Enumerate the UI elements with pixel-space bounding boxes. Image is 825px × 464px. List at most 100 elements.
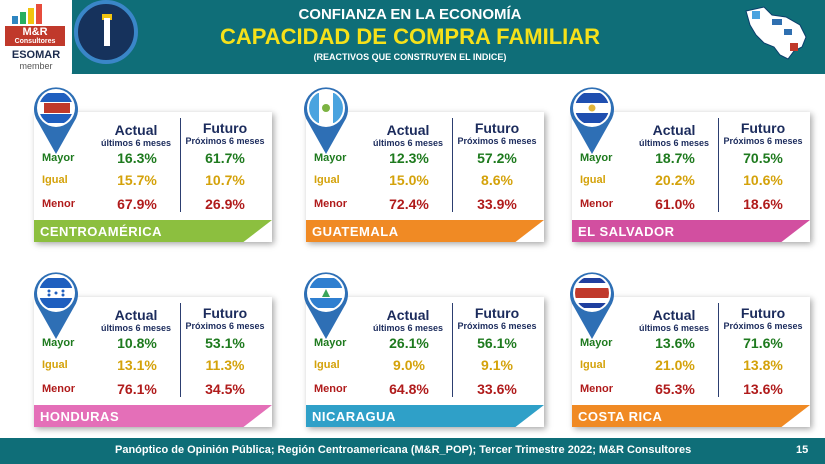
country-name: GUATEMALA bbox=[312, 224, 399, 239]
actual-header: Actual últimos 6 meses bbox=[96, 307, 176, 333]
actual-header: Actual últimos 6 meses bbox=[368, 122, 448, 148]
row-label-menor: Menor bbox=[580, 198, 613, 210]
actual-value-menor: 72.4% bbox=[389, 196, 429, 212]
country-banner bbox=[34, 220, 272, 242]
logo-badge: M&R Consultores bbox=[5, 26, 65, 46]
futuro-value-menor: 18.6% bbox=[743, 196, 783, 212]
row-label-menor: Menor bbox=[314, 383, 347, 395]
footer-bar: Panóptico de Opinión Pública; Región Cen… bbox=[0, 438, 825, 464]
futuro-value-menor: 26.9% bbox=[205, 196, 245, 212]
futuro-sublabel: Próximos 6 meses bbox=[723, 321, 803, 331]
actual-value-menor: 65.3% bbox=[655, 381, 695, 397]
actual-value-menor: 64.8% bbox=[389, 381, 429, 397]
country-name: CENTROAMÉRICA bbox=[40, 224, 163, 239]
row-label-menor: Menor bbox=[42, 383, 75, 395]
footer-source: Panóptico de Opinión Pública; Región Cen… bbox=[115, 444, 692, 456]
futuro-value-mayor: 71.6% bbox=[743, 335, 783, 351]
esomar-member-label: member bbox=[19, 61, 53, 71]
column-divider bbox=[718, 118, 719, 212]
actual-sublabel: últimos 6 meses bbox=[100, 323, 172, 333]
futuro-header: Futuro Próximos 6 meses bbox=[454, 120, 540, 146]
futuro-value-menor: 33.6% bbox=[477, 381, 517, 397]
country-banner bbox=[306, 220, 544, 242]
row-label-mayor: Mayor bbox=[42, 152, 75, 164]
actual-sublabel: últimos 6 meses bbox=[638, 138, 710, 148]
row-label-igual: Igual bbox=[580, 359, 606, 371]
futuro-header: Futuro Próximos 6 meses bbox=[454, 305, 540, 331]
nicaragua-flag-icon bbox=[309, 278, 343, 308]
column-divider bbox=[452, 118, 453, 212]
futuro-sublabel: Próximos 6 meses bbox=[457, 321, 537, 331]
futuro-value-igual: 9.1% bbox=[481, 357, 513, 373]
actual-value-mayor: 18.7% bbox=[655, 150, 695, 166]
futuro-header: Futuro Próximos 6 meses bbox=[720, 305, 806, 331]
column-divider bbox=[718, 303, 719, 397]
title-line1: CONFIANZA EN LA ECONOMÍA bbox=[298, 6, 522, 23]
futuro-label: Futuro bbox=[474, 305, 520, 321]
futuro-sublabel: Próximos 6 meses bbox=[185, 136, 265, 146]
row-label-menor: Menor bbox=[580, 383, 613, 395]
actual-header: Actual últimos 6 meses bbox=[96, 122, 176, 148]
country-card: Actual últimos 6 meses Futuro Próximos 6 me… bbox=[306, 112, 544, 242]
actual-value-mayor: 10.8% bbox=[117, 335, 157, 351]
lighthouse-logo-icon bbox=[74, 0, 138, 64]
row-label-mayor: Mayor bbox=[580, 152, 613, 164]
title-line3: (REACTIVOS QUE CONSTRUYEN EL INDICE) bbox=[313, 52, 507, 62]
futuro-value-mayor: 61.7% bbox=[205, 150, 245, 166]
country-card: Actual últimos 6 meses Futuro Próximos 6 me… bbox=[34, 297, 272, 427]
actual-header: Actual últimos 6 meses bbox=[634, 122, 714, 148]
country-name: EL SALVADOR bbox=[578, 224, 675, 239]
central-america-flag-icon bbox=[39, 93, 73, 123]
futuro-value-igual: 13.8% bbox=[743, 357, 783, 373]
country-banner bbox=[572, 220, 810, 242]
row-label-igual: Igual bbox=[580, 174, 606, 186]
actual-value-mayor: 12.3% bbox=[389, 150, 429, 166]
futuro-sublabel: Próximos 6 meses bbox=[185, 321, 265, 331]
actual-value-igual: 15.0% bbox=[389, 172, 429, 188]
actual-label: Actual bbox=[386, 307, 430, 323]
country-banner bbox=[34, 405, 272, 427]
row-label-igual: Igual bbox=[314, 359, 340, 371]
futuro-value-mayor: 56.1% bbox=[477, 335, 517, 351]
futuro-value-mayor: 57.2% bbox=[477, 150, 517, 166]
row-label-menor: Menor bbox=[42, 198, 75, 210]
futuro-value-igual: 10.7% bbox=[205, 172, 245, 188]
row-label-igual: Igual bbox=[42, 359, 68, 371]
actual-value-igual: 21.0% bbox=[655, 357, 695, 373]
row-label-igual: Igual bbox=[314, 174, 340, 186]
logo-subtext: Consultores bbox=[14, 38, 56, 45]
lighthouse-light bbox=[102, 14, 112, 20]
futuro-value-menor: 34.5% bbox=[205, 381, 245, 397]
country-banner bbox=[306, 405, 544, 427]
actual-value-igual: 9.0% bbox=[393, 357, 425, 373]
central-america-map-icon bbox=[745, 6, 807, 60]
column-divider bbox=[180, 118, 181, 212]
country-banner bbox=[572, 405, 810, 427]
country-name: COSTA RICA bbox=[578, 409, 663, 424]
futuro-sublabel: Próximos 6 meses bbox=[457, 136, 537, 146]
futuro-value-menor: 13.6% bbox=[743, 381, 783, 397]
futuro-value-igual: 8.6% bbox=[481, 172, 513, 188]
actual-sublabel: últimos 6 meses bbox=[100, 138, 172, 148]
country-card: Actual últimos 6 meses Futuro Próximos 6 me… bbox=[572, 297, 810, 427]
guatemala-flag-icon bbox=[309, 93, 343, 123]
row-label-mayor: Mayor bbox=[314, 152, 347, 164]
el-salvador-flag-icon bbox=[575, 93, 609, 123]
row-label-mayor: Mayor bbox=[42, 337, 75, 349]
column-divider bbox=[180, 303, 181, 397]
futuro-label: Futuro bbox=[202, 120, 248, 136]
actual-sublabel: últimos 6 meses bbox=[638, 323, 710, 333]
country-card: Actual últimos 6 meses Futuro Próximos 6 me… bbox=[572, 112, 810, 242]
actual-value-igual: 13.1% bbox=[117, 357, 157, 373]
title-line2: CAPACIDAD DE COMPRA FAMILIAR bbox=[219, 24, 601, 49]
lighthouse-tower bbox=[104, 18, 110, 46]
futuro-value-mayor: 53.1% bbox=[205, 335, 245, 351]
futuro-header: Futuro Próximos 6 meses bbox=[182, 305, 268, 331]
actual-header: Actual últimos 6 meses bbox=[634, 307, 714, 333]
guatemala-pin-icon bbox=[304, 87, 348, 154]
actual-value-igual: 20.2% bbox=[655, 172, 695, 188]
futuro-value-menor: 33.9% bbox=[477, 196, 517, 212]
futuro-value-igual: 10.6% bbox=[743, 172, 783, 188]
actual-header: Actual últimos 6 meses bbox=[368, 307, 448, 333]
actual-value-mayor: 16.3% bbox=[117, 150, 157, 166]
